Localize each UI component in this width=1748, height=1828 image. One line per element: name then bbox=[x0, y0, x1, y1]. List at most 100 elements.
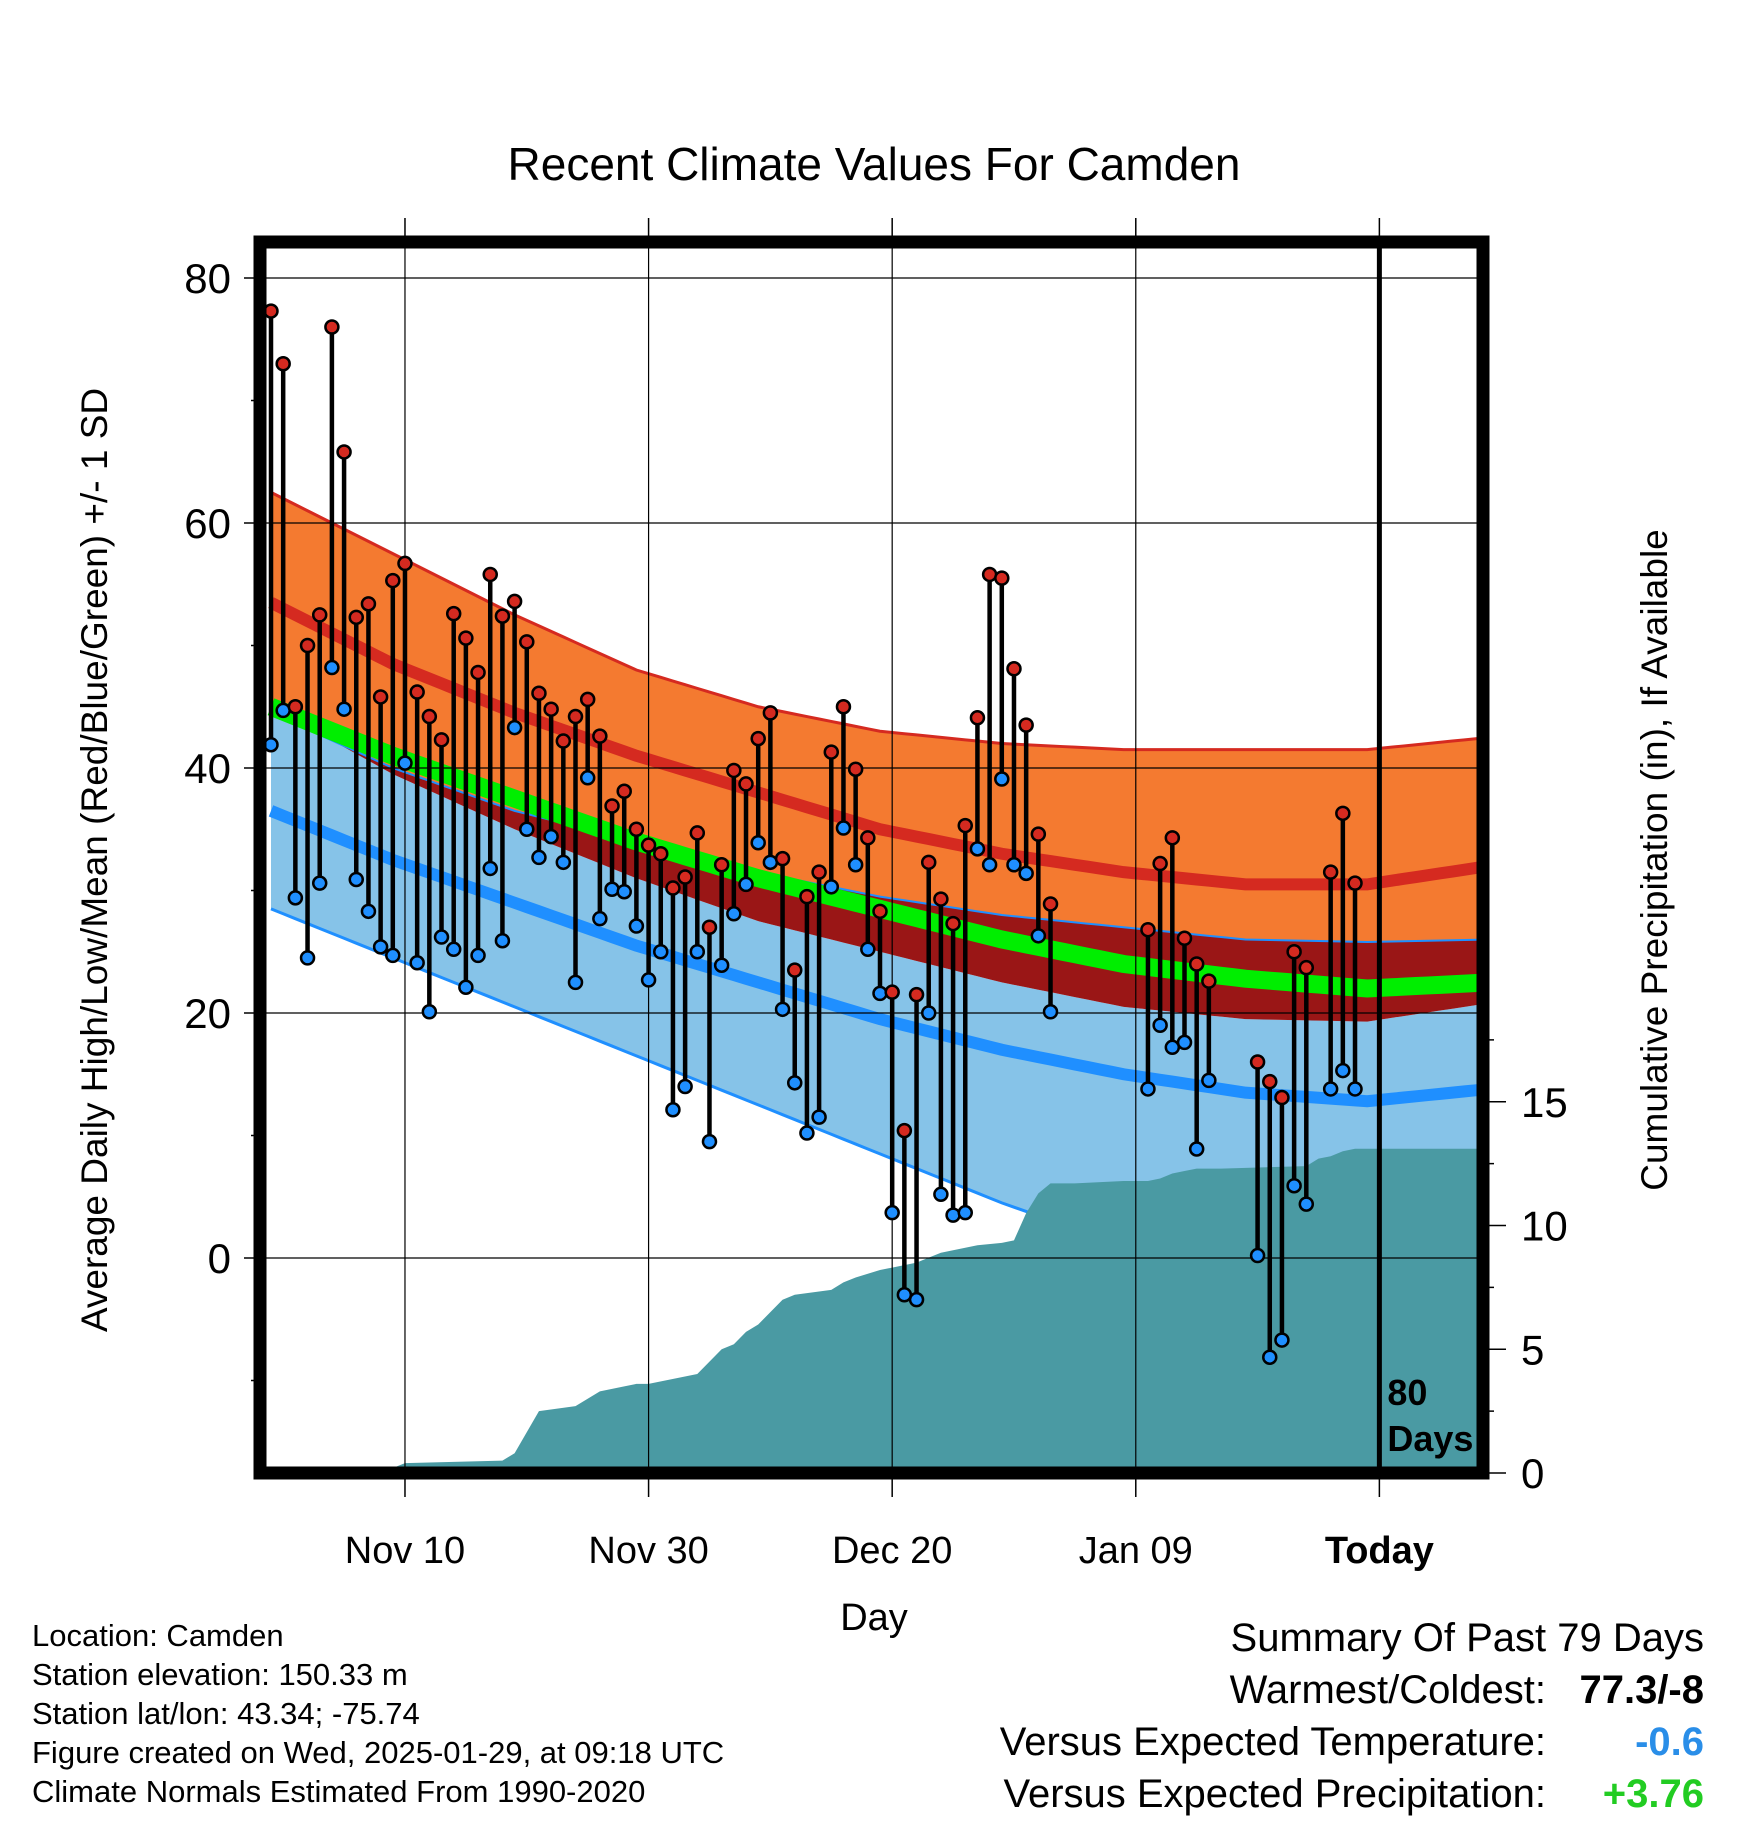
summary-title: Summary Of Past 79 Days bbox=[1230, 1616, 1704, 1660]
summary-temp-label: Versus Expected Temperature: bbox=[999, 1720, 1546, 1764]
daily-low-point bbox=[482, 860, 498, 877]
daily-high-point bbox=[908, 986, 925, 1003]
x-axis-label: Day bbox=[840, 1597, 908, 1639]
daily-low-point bbox=[1286, 1177, 1302, 1194]
daily-low-point bbox=[1176, 1034, 1193, 1051]
daily-low-point bbox=[567, 974, 584, 991]
daily-high-point bbox=[1274, 1089, 1290, 1106]
daily-high-point bbox=[592, 728, 608, 744]
daily-high-point bbox=[372, 689, 389, 705]
daily-low-point bbox=[409, 955, 425, 971]
daily-low-point bbox=[1030, 928, 1047, 944]
daily-low-point bbox=[920, 1005, 937, 1021]
daily-low-point bbox=[1042, 1004, 1059, 1020]
y2-tick-label: 0 bbox=[1521, 1450, 1544, 1497]
high-minus-sd-line bbox=[270, 711, 1478, 943]
daily-high-point bbox=[994, 570, 1010, 586]
daily-high-point bbox=[847, 761, 864, 777]
daily-high-point bbox=[823, 744, 840, 760]
summary-panel: Summary Of Past 79 Days Warmest/Coldest:… bbox=[1000, 1612, 1704, 1820]
daily-low-point bbox=[555, 854, 572, 871]
daily-high-point bbox=[275, 356, 291, 372]
daily-high-point bbox=[799, 888, 815, 905]
daily-low-point bbox=[738, 876, 754, 893]
daily-low-point bbox=[604, 881, 620, 898]
daily-high-point bbox=[1018, 717, 1034, 733]
daily-low-point bbox=[1347, 1081, 1363, 1097]
daily-high-point bbox=[470, 664, 486, 681]
daily-high-point bbox=[1164, 830, 1181, 846]
daily-high-point bbox=[311, 607, 328, 623]
x-tick-label: Nov 10 bbox=[345, 1530, 465, 1572]
daily-low-point bbox=[981, 857, 998, 873]
daily-low-point bbox=[299, 950, 316, 966]
daily-high-point bbox=[860, 830, 876, 846]
daily-low-point bbox=[665, 1102, 681, 1118]
daily-low-point bbox=[445, 941, 462, 958]
daily-high-point bbox=[945, 915, 961, 932]
daily-high-point bbox=[543, 701, 559, 717]
daily-low-point bbox=[592, 910, 608, 927]
summary-warmest-value: 77.3/-8 bbox=[1579, 1668, 1704, 1712]
daily-high-point bbox=[445, 605, 462, 622]
summary-temp-row: Versus Expected Temperature: -0.6 bbox=[1000, 1716, 1704, 1768]
info-elevation: Station elevation: 150.33 m bbox=[32, 1657, 408, 1692]
daily-low-point bbox=[324, 659, 340, 676]
daily-high-point bbox=[299, 637, 316, 654]
daily-high-point bbox=[1322, 864, 1339, 880]
daily-high-point bbox=[579, 691, 596, 708]
daily-high-point bbox=[677, 869, 693, 885]
daily-low-point bbox=[1152, 1017, 1168, 1033]
overlap-band bbox=[271, 706, 1478, 1022]
daily-low-point bbox=[677, 1078, 693, 1095]
daily-low-point bbox=[1140, 1081, 1156, 1097]
daily-high-point bbox=[835, 699, 852, 715]
y2-axis-label: Cumulative Precipitation (in), If Availa… bbox=[1634, 529, 1675, 1191]
daily-low-point bbox=[1201, 1072, 1217, 1089]
daily-low-point bbox=[519, 821, 535, 837]
daily-high-point bbox=[616, 783, 632, 800]
daily-high-point bbox=[653, 846, 669, 862]
y2-tick-label: 15 bbox=[1521, 1079, 1568, 1126]
high-sd-band bbox=[271, 492, 1478, 942]
daily-high-point bbox=[482, 566, 498, 583]
daily-high-point bbox=[458, 630, 474, 646]
daily-high-point bbox=[738, 776, 754, 792]
daily-low-point bbox=[908, 1291, 925, 1308]
precip-area bbox=[271, 1148, 1478, 1473]
summary-precip-value: +3.76 bbox=[1602, 1772, 1704, 1816]
daily-low-point bbox=[1298, 1196, 1315, 1212]
daily-high-point bbox=[336, 444, 352, 460]
daily-high-point bbox=[640, 837, 657, 853]
daily-low-point bbox=[847, 857, 864, 873]
today-label-count: 80 bbox=[1387, 1372, 1427, 1413]
daily-low-point bbox=[945, 1207, 961, 1223]
daily-low-point bbox=[640, 972, 657, 988]
daily-low-point bbox=[786, 1075, 803, 1091]
daily-low-point bbox=[287, 890, 304, 906]
daily-low-point bbox=[713, 957, 730, 973]
daily-high-point bbox=[896, 1122, 913, 1139]
daily-high-point bbox=[409, 684, 425, 700]
daily-low-point bbox=[372, 939, 389, 955]
summary-precip-label: Versus Expected Precipitation: bbox=[1003, 1772, 1546, 1816]
chart-title: Recent Climate Values For Camden bbox=[508, 138, 1241, 190]
daily-low-point bbox=[1249, 1247, 1266, 1264]
daily-low-point bbox=[726, 906, 742, 922]
info-created: Figure created on Wed, 2025-01-29, at 09… bbox=[32, 1735, 725, 1770]
daily-high-point bbox=[786, 962, 803, 978]
daily-high-point bbox=[604, 798, 620, 814]
daily-high-point bbox=[494, 608, 511, 624]
daily-low-point bbox=[336, 701, 352, 717]
daily-high-point bbox=[628, 821, 645, 837]
daily-low-point bbox=[265, 736, 279, 753]
daily-low-point bbox=[348, 871, 365, 888]
daily-high-point bbox=[1188, 956, 1205, 972]
daily-high-point bbox=[531, 685, 547, 702]
y-tick-label: 0 bbox=[208, 1235, 231, 1282]
daily-high-point bbox=[811, 864, 827, 880]
info-latlon: Station lat/lon: 43.34; -75.74 bbox=[32, 1696, 420, 1731]
daily-high-point bbox=[421, 708, 438, 725]
daily-high-point bbox=[1286, 944, 1302, 960]
daily-low-point bbox=[701, 1133, 718, 1150]
